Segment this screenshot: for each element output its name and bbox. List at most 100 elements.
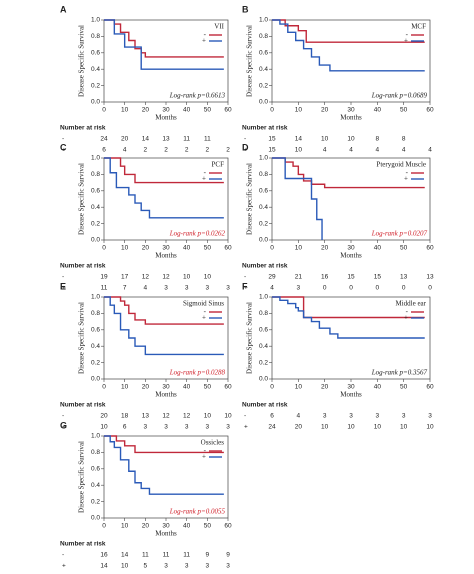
risk-count: 19 (100, 274, 108, 281)
risk-count: 9 (226, 552, 230, 559)
y-tick-label: 0.8 (91, 449, 100, 456)
risk-count: 0 (323, 285, 327, 292)
plot-frame (103, 435, 229, 519)
y-tick-label: 0.8 (91, 33, 100, 40)
risk-group: - (62, 552, 64, 559)
y-tick-label: 0.8 (259, 171, 268, 178)
y-tick-label: 0.6 (259, 50, 268, 57)
y-tick-label: 1.0 (91, 17, 100, 24)
risk-count: 6 (270, 413, 274, 420)
x-axis-label: Months (340, 252, 362, 260)
risk-title: Number at risk (242, 125, 288, 132)
legend-label: + (202, 314, 206, 322)
risk-count: 11 (101, 285, 108, 292)
legend-label: - (406, 169, 409, 177)
risk-count: 2 (185, 147, 189, 154)
x-tick-label: 50 (204, 384, 212, 391)
risk-count: 20 (295, 424, 303, 431)
risk-count: 10 (100, 424, 108, 431)
risk-count: 24 (268, 424, 276, 431)
y-tick-label: 0.2 (91, 220, 100, 227)
risk-count: 12 (142, 274, 150, 281)
risk-count: 14 (142, 136, 150, 143)
x-tick-label: 0 (102, 523, 106, 530)
survival-curve (272, 157, 323, 240)
panel-letter: E (60, 281, 66, 291)
risk-count: 12 (162, 274, 170, 281)
risk-count: 13 (142, 413, 150, 420)
y-tick-label: 0.2 (259, 359, 268, 366)
group-title: PCF (212, 161, 225, 169)
y-tick-label: 0.4 (259, 66, 268, 73)
log-rank: Log-rank p=0.0262 (169, 230, 226, 238)
risk-group: - (244, 274, 246, 281)
y-tick-label: 0.4 (91, 343, 100, 350)
risk-count: 11 (183, 552, 190, 559)
group-title: MCF (411, 23, 426, 31)
y-tick-label: 1.0 (259, 294, 268, 301)
legend-label: + (202, 37, 206, 45)
risk-count: 10 (204, 413, 212, 420)
risk-count: 4 (323, 147, 327, 154)
x-tick-label: 20 (321, 384, 329, 391)
risk-count: 3 (226, 285, 230, 292)
plot-frame (103, 296, 229, 380)
x-tick-label: 20 (321, 107, 329, 114)
risk-count: 10 (400, 424, 408, 431)
group-title: VII (214, 23, 224, 31)
risk-count: 18 (121, 413, 129, 420)
y-tick-label: 0.4 (91, 204, 100, 211)
risk-count: 2 (144, 147, 148, 154)
x-tick-label: 0 (270, 107, 274, 114)
risk-group: - (62, 136, 64, 143)
risk-count: 11 (183, 136, 190, 143)
x-tick-label: 0 (102, 245, 106, 252)
risk-count: 6 (102, 147, 106, 154)
x-tick-label: 60 (224, 245, 232, 252)
x-tick-label: 30 (347, 384, 355, 391)
y-axis-label: Disease Specific Survival (78, 441, 86, 513)
y-tick-label: 0.8 (259, 310, 268, 317)
panel-letter: B (242, 4, 249, 14)
legend-label: - (406, 31, 409, 39)
x-tick-label: 20 (142, 523, 150, 530)
y-axis-label: Disease Specific Survival (246, 25, 254, 97)
risk-count: 11 (163, 552, 170, 559)
y-tick-label: 0.8 (91, 171, 100, 178)
risk-count: 17 (121, 274, 129, 281)
risk-count: 3 (185, 563, 189, 569)
log-rank: Log-rank p=0.6613 (169, 92, 226, 100)
risk-count: 14 (295, 136, 303, 143)
x-tick-label: 40 (374, 384, 382, 391)
y-axis-label: Disease Specific Survival (246, 163, 254, 235)
x-tick-label: 30 (162, 245, 170, 252)
risk-count: 4 (402, 147, 406, 154)
group-title: Middle ear (395, 300, 426, 308)
risk-count: 15 (374, 274, 382, 281)
y-tick-label: 1.0 (91, 294, 100, 301)
legend-label: + (404, 37, 408, 45)
risk-count: 0 (349, 285, 353, 292)
risk-title: Number at risk (242, 402, 288, 409)
risk-count: 3 (402, 413, 406, 420)
risk-count: 8 (402, 136, 406, 143)
y-axis-label: Disease Specific Survival (246, 302, 254, 374)
risk-count: 14 (100, 563, 108, 569)
risk-count: 3 (297, 285, 301, 292)
survival-curve (272, 157, 425, 189)
risk-count: 3 (164, 424, 168, 431)
risk-count: 4 (144, 285, 148, 292)
risk-count: 4 (428, 147, 432, 154)
y-tick-label: 0.4 (91, 482, 100, 489)
x-tick-label: 0 (102, 384, 106, 391)
risk-group: + (62, 285, 66, 292)
survival-curve (104, 435, 224, 495)
y-tick-label: 0.6 (91, 327, 100, 334)
risk-count: 10 (426, 424, 434, 431)
risk-count: 12 (162, 413, 170, 420)
risk-count: 0 (376, 285, 380, 292)
survival-curve (104, 157, 224, 184)
legend-label: - (204, 169, 207, 177)
risk-count: 10 (121, 563, 129, 569)
